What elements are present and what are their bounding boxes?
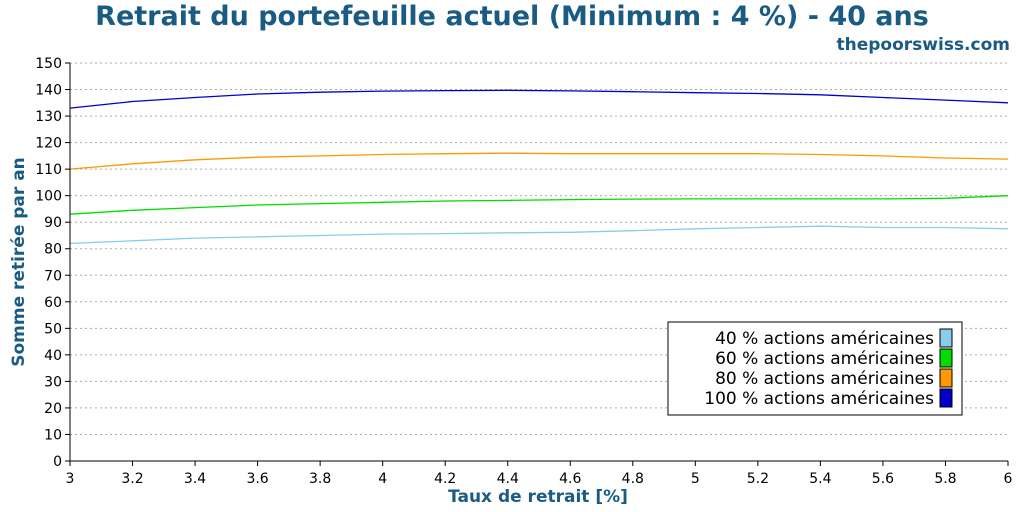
grid-lines — [70, 62, 1008, 435]
legend-label: 40 % actions américaines — [715, 329, 934, 349]
y-tick-label: 40 — [44, 348, 62, 364]
legend-label: 80 % actions américaines — [715, 369, 934, 389]
legend-swatch — [939, 348, 953, 368]
chart-subtitle: thepoorswiss.com — [836, 35, 1011, 55]
y-tick-label: 0 — [53, 454, 62, 470]
x-tick-label: 5 — [691, 471, 700, 487]
x-tick-label: 3 — [66, 471, 75, 487]
tick-labels: 0 10 20 30 40 50 60 70 80 90 100 110 120 130 140 150 3 3.… — [35, 56, 1012, 487]
series-line-2 — [69, 195, 1009, 215]
x-tick-label: 5.4 — [809, 471, 831, 487]
series-line-1 — [69, 225, 1009, 245]
y-tick-label: 60 — [44, 295, 62, 311]
legend-swatch — [939, 368, 953, 388]
legend-swatch — [939, 388, 953, 408]
x-tick-label: 5.2 — [747, 471, 769, 487]
x-tick-label: 4.2 — [434, 471, 456, 487]
legend-label: 60 % actions américaines — [715, 349, 934, 369]
x-tick-label: 3.8 — [309, 471, 331, 487]
y-tick-label: 30 — [44, 374, 62, 390]
x-axis-label: Taux de retrait [%] — [448, 487, 628, 507]
series-line-3 — [69, 152, 1009, 170]
legend-swatch — [939, 328, 953, 348]
y-tick-label: 80 — [44, 242, 62, 258]
y-tick-label: 150 — [35, 56, 62, 72]
x-tick-label: 5.6 — [872, 471, 894, 487]
axes — [65, 62, 1009, 466]
y-tick-label: 140 — [35, 83, 62, 99]
x-tick-label: 4.6 — [559, 471, 581, 487]
x-tick-label: 4.8 — [622, 471, 644, 487]
y-tick-label: 130 — [35, 109, 62, 125]
y-tick-label: 50 — [44, 321, 62, 337]
y-tick-label: 110 — [35, 162, 62, 178]
y-tick-label: 20 — [44, 401, 62, 417]
y-tick-label: 90 — [44, 215, 62, 231]
x-tick-label: 3.4 — [184, 471, 206, 487]
legend-box — [667, 321, 963, 416]
x-tick-label: 4 — [378, 471, 387, 487]
x-tick-label: 5.8 — [934, 471, 956, 487]
legend-label: 100 % actions américaines — [704, 389, 934, 409]
x-tick-label: 4.4 — [497, 471, 519, 487]
chart-title: Retrait du portefeuille actuel (Minimum … — [95, 1, 929, 32]
y-tick-label: 100 — [35, 189, 62, 205]
x-tick-label: 6 — [1004, 471, 1013, 487]
series-line-4 — [69, 89, 1009, 109]
y-tick-label: 120 — [35, 136, 62, 152]
y-tick-label: 10 — [44, 427, 62, 443]
y-axis-label: Somme retirée par an — [9, 157, 29, 367]
y-tick-label: 70 — [44, 268, 62, 284]
x-tick-label: 3.6 — [246, 471, 268, 487]
series-layer — [69, 89, 1009, 245]
x-tick-label: 3.2 — [121, 471, 143, 487]
